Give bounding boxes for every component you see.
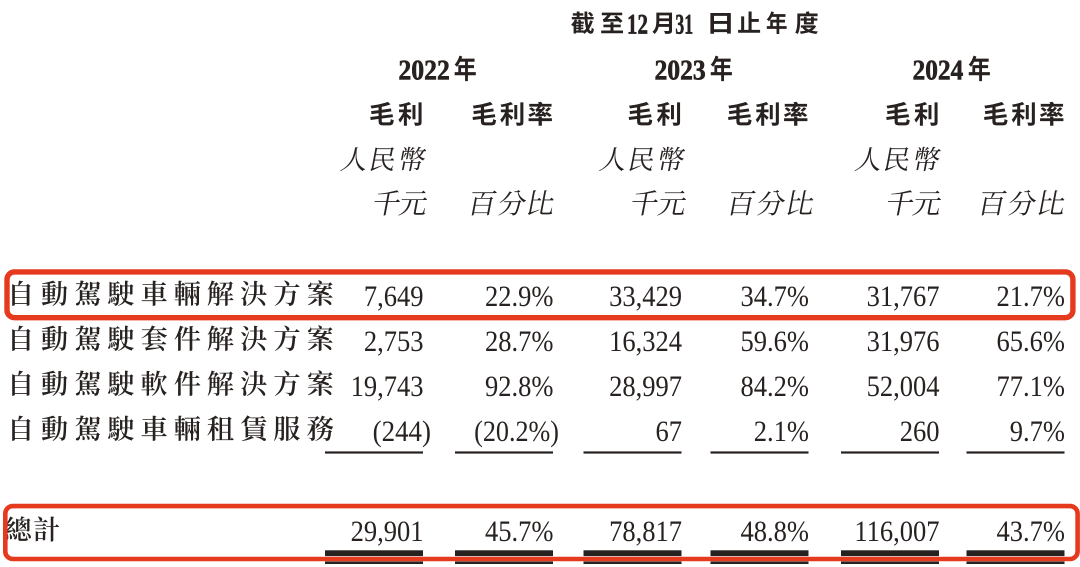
svg-text:31,976: 31,976 (867, 325, 940, 358)
svg-text:92.8%: 92.8% (485, 370, 553, 403)
svg-text:84.2%: 84.2% (741, 370, 809, 403)
svg-text:48.8%: 48.8% (741, 516, 809, 549)
svg-text:31,767: 31,767 (867, 280, 940, 313)
svg-text:43.7%: 43.7% (997, 516, 1065, 549)
svg-text:116,007: 116,007 (854, 516, 939, 549)
svg-text:59.6%: 59.6% (741, 325, 809, 358)
svg-text:9.7%: 9.7% (1010, 415, 1065, 448)
svg-text:52,004: 52,004 (867, 370, 940, 403)
svg-text:77.1%: 77.1% (997, 370, 1065, 403)
svg-text:28,997: 28,997 (609, 370, 682, 403)
svg-text:22.9%: 22.9% (485, 280, 553, 313)
svg-text:29,901: 29,901 (351, 516, 424, 549)
svg-text:21.7%: 21.7% (997, 280, 1065, 313)
svg-text:16,324: 16,324 (609, 325, 682, 358)
svg-text:7,649: 7,649 (364, 280, 424, 313)
svg-text:33,429: 33,429 (609, 280, 682, 313)
svg-text:260: 260 (900, 415, 940, 448)
svg-text:28.7%: 28.7% (485, 325, 553, 358)
svg-text:2.1%: 2.1% (754, 415, 809, 448)
svg-text:19,743: 19,743 (351, 370, 424, 403)
svg-text:2,753: 2,753 (364, 325, 424, 358)
svg-text:(20.2%): (20.2%) (474, 415, 559, 448)
svg-text:45.7%: 45.7% (485, 516, 553, 549)
svg-text:(244): (244) (373, 416, 431, 449)
svg-text:78,817: 78,817 (609, 516, 682, 549)
svg-text:67: 67 (655, 415, 682, 448)
svg-text:65.6%: 65.6% (997, 325, 1065, 358)
svg-text:34.7%: 34.7% (741, 280, 809, 313)
